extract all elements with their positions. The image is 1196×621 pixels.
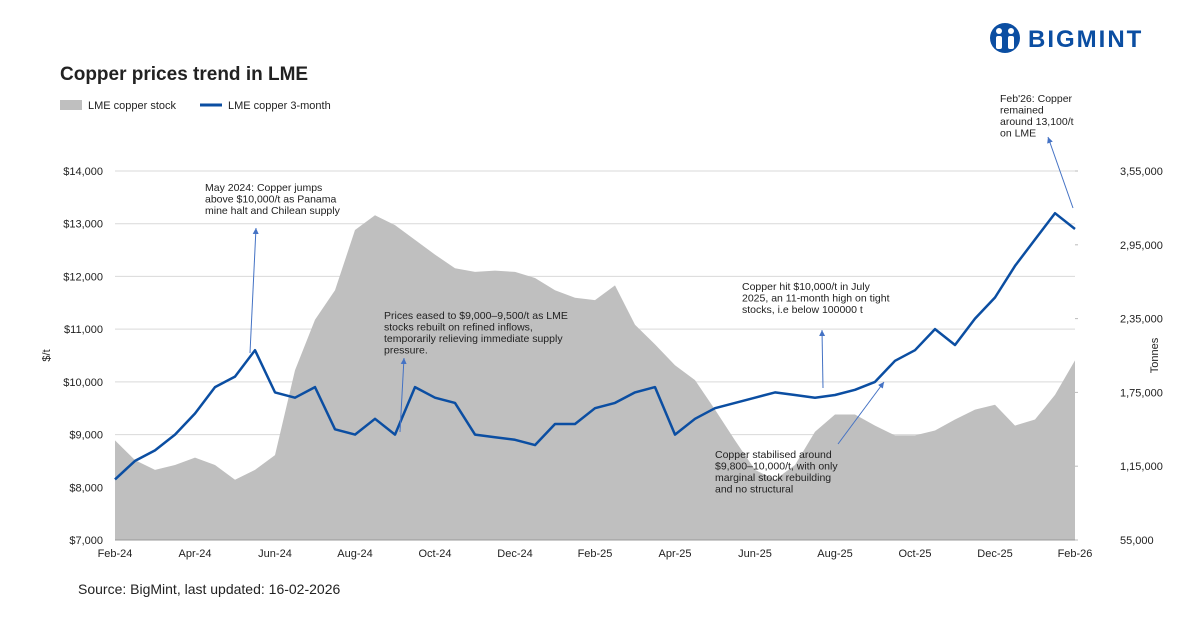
y2-tick-label: 2,95,000 — [1120, 240, 1163, 252]
y-tick-label: $7,000 — [69, 535, 103, 547]
x-tick-label: Feb-24 — [98, 548, 133, 560]
y-tick-label: $9,000 — [69, 430, 103, 442]
y2-tick-label: 3,55,000 — [1120, 166, 1163, 178]
annotation-text: temporarily relieving immediate supply — [384, 333, 563, 345]
x-tick-label: Aug-24 — [337, 548, 372, 560]
y2-axis-label: Tonnes — [1149, 337, 1161, 373]
y-tick-label: $10,000 — [63, 377, 103, 389]
annotation-text: Copper stabilised around — [715, 449, 832, 461]
legend-label: LME copper stock — [88, 100, 177, 112]
x-tick-label: Jun-25 — [738, 548, 772, 560]
y2-tick-label: 1,15,000 — [1120, 461, 1163, 473]
x-tick-label: Feb-25 — [578, 548, 613, 560]
x-tick-label: Aug-25 — [817, 548, 852, 560]
annotation: Copper stabilised around$9,800–10,000/t,… — [715, 381, 885, 496]
x-tick-label: Apr-25 — [658, 548, 691, 560]
x-tick-label: Jun-24 — [258, 548, 292, 560]
x-tick-label: Oct-25 — [898, 548, 931, 560]
price-line — [114, 211, 1076, 481]
annotation-arrow — [1047, 136, 1074, 209]
annotation-text: stocks rebuilt on refined inflows, — [384, 322, 533, 334]
stock-area — [115, 215, 1075, 541]
annotation-text: remained — [1000, 105, 1044, 117]
y-tick-label: $12,000 — [63, 271, 103, 283]
legend-item: LME copper 3-month — [200, 100, 331, 112]
annotation-text: stocks, i.e below 100000 t — [742, 304, 863, 316]
x-tick-label: Apr-24 — [178, 548, 211, 560]
annotation-text: Feb'26: Copper — [1000, 93, 1073, 105]
annotation-text: marginal stock rebuilding — [715, 472, 831, 484]
annotation-text: and no structural — [715, 484, 793, 496]
legend-label: LME copper 3-month — [228, 100, 331, 112]
logo — [990, 23, 1020, 53]
annotation-arrow — [819, 329, 826, 389]
x-tick-label: Feb-26 — [1058, 548, 1093, 560]
annotation-arrow — [837, 381, 885, 445]
legend-item: LME copper stock — [60, 100, 177, 112]
annotation-text: $9,800–10,000/t, with only — [715, 461, 838, 473]
annotation-arrow — [399, 357, 407, 433]
annotation-arrow — [249, 227, 259, 354]
y-axis-label: $/t — [41, 349, 53, 361]
annotation-text: on LME — [1000, 128, 1036, 140]
y2-tick-label: 2,35,000 — [1120, 314, 1163, 326]
y-tick-label: $13,000 — [63, 219, 103, 231]
y-tick-label: $11,000 — [64, 324, 103, 336]
annotation-text: mine halt and Chilean supply — [205, 205, 341, 217]
y-tick-label: $14,000 — [63, 166, 103, 178]
annotation-text: around 13,100/t — [1000, 116, 1074, 128]
annotation-text: Prices eased to $9,000–9,500/t as LME — [384, 310, 568, 322]
chart-title: Copper prices trend in LME — [60, 64, 308, 85]
annotation-text: 2025, an 11-month high on tight — [742, 293, 890, 305]
annotation-text: Copper hit $10,000/t in July — [742, 281, 871, 293]
annotation-text: pressure. — [384, 345, 428, 357]
x-tick-label: Dec-24 — [497, 548, 532, 560]
y2-tick-label: 55,000 — [1120, 535, 1154, 547]
x-tick-label: Oct-24 — [418, 548, 451, 560]
y-tick-label: $8,000 — [69, 482, 103, 494]
brand: BIGMINT — [1028, 26, 1143, 53]
y2-tick-label: 1,75,000 — [1120, 387, 1163, 399]
source: Source: BigMint, last updated: 16-02-202… — [78, 581, 340, 597]
annotation: Prices eased to $9,000–9,500/t as LMEsto… — [384, 310, 568, 433]
legend-swatch — [60, 100, 82, 110]
annotation-text: above $10,000/t as Panama — [205, 194, 337, 206]
x-tick-label: Dec-25 — [977, 548, 1012, 560]
annotation-text: May 2024: Copper jumps — [205, 182, 322, 194]
